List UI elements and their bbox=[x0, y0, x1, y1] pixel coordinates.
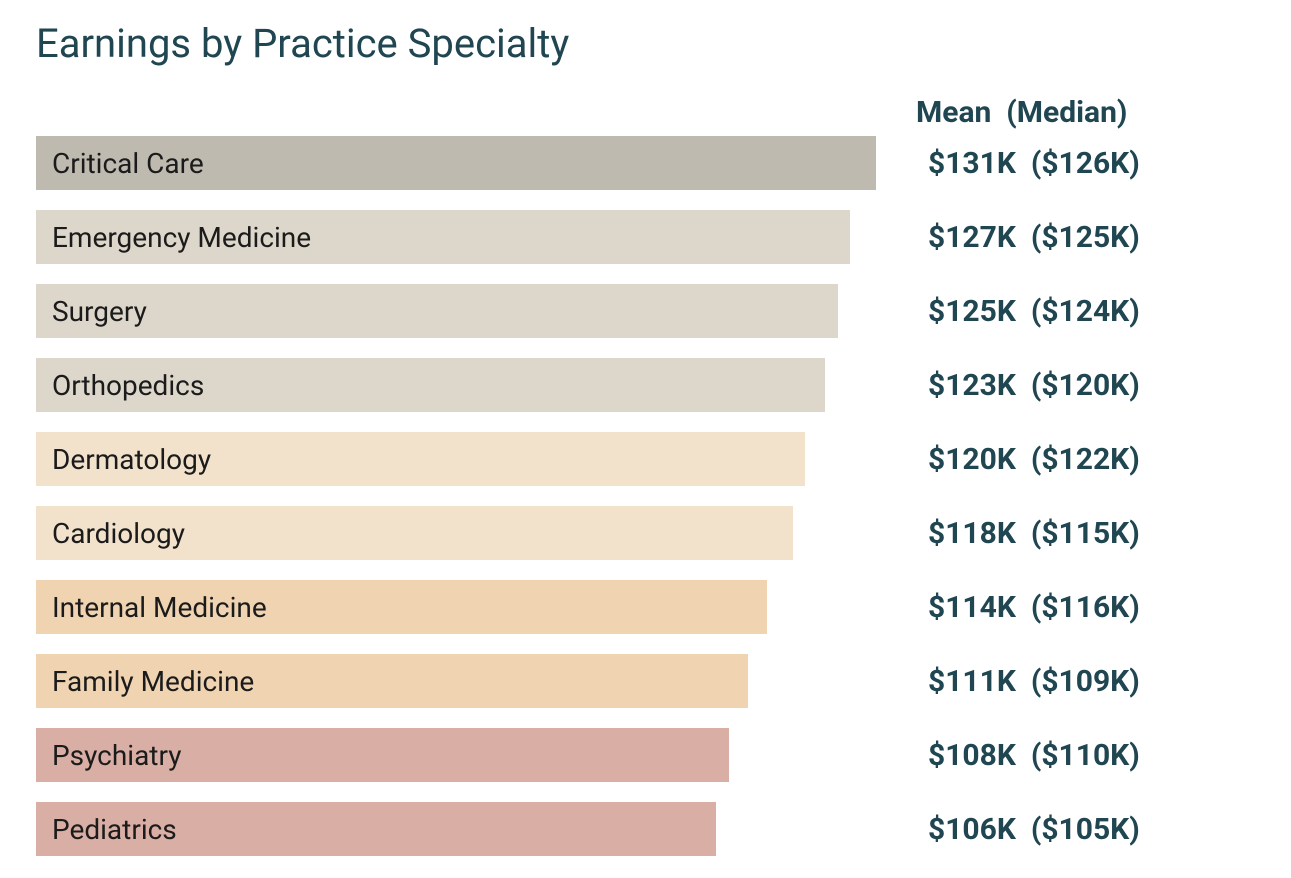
bar-track: Critical Care bbox=[36, 136, 876, 190]
bar-label: Psychiatry bbox=[52, 739, 181, 772]
bar-label: Dermatology bbox=[52, 443, 211, 476]
bar-label: Internal Medicine bbox=[52, 591, 267, 624]
value-gap bbox=[1016, 516, 1031, 551]
value-gap bbox=[1016, 664, 1031, 699]
bar-values: $120K ($122K) bbox=[916, 442, 1140, 477]
bar-values: $108K ($110K) bbox=[916, 738, 1140, 773]
mean-value: $111K bbox=[928, 664, 1016, 699]
bar: Psychiatry bbox=[36, 728, 729, 782]
chart-row: Pediatrics $106K ($105K) bbox=[36, 802, 1255, 856]
header-mean-label: Mean bbox=[916, 95, 991, 130]
bar-track: Psychiatry bbox=[36, 728, 876, 782]
bar-label: Critical Care bbox=[52, 147, 204, 180]
value-gap bbox=[1016, 590, 1031, 625]
value-gap bbox=[1016, 442, 1031, 477]
value-gap bbox=[1016, 146, 1031, 181]
bar-values: $118K ($115K) bbox=[916, 516, 1140, 551]
median-value: ($110K) bbox=[1031, 738, 1140, 773]
mean-value: $120K bbox=[928, 442, 1016, 477]
bar: Surgery bbox=[36, 284, 838, 338]
median-value: ($122K) bbox=[1031, 442, 1140, 477]
mean-value: $114K bbox=[928, 590, 1016, 625]
chart-row: Cardiology $118K ($115K) bbox=[36, 506, 1255, 560]
bar-values: $125K ($124K) bbox=[916, 294, 1140, 329]
bar-values: $127K ($125K) bbox=[916, 220, 1140, 255]
median-value: ($115K) bbox=[1031, 516, 1140, 551]
bar-track: Pediatrics bbox=[36, 802, 876, 856]
bar-track: Dermatology bbox=[36, 432, 876, 486]
bar-label: Surgery bbox=[52, 295, 147, 328]
median-value: ($105K) bbox=[1031, 812, 1140, 847]
bar: Orthopedics bbox=[36, 358, 825, 412]
mean-value: $127K bbox=[928, 220, 1016, 255]
chart-row: Orthopedics $123K ($120K) bbox=[36, 358, 1255, 412]
bar-track: Surgery bbox=[36, 284, 876, 338]
chart-header-row: Mean (Median) bbox=[36, 95, 1255, 130]
bar-track: Internal Medicine bbox=[36, 580, 876, 634]
mean-value: $118K bbox=[928, 516, 1016, 551]
bar-values: $111K ($109K) bbox=[916, 664, 1140, 699]
mean-value: $108K bbox=[928, 738, 1016, 773]
bar-values: $106K ($105K) bbox=[916, 812, 1140, 847]
header-labels: Mean (Median) bbox=[916, 95, 1127, 130]
bar: Cardiology bbox=[36, 506, 793, 560]
chart-row: Family Medicine $111K ($109K) bbox=[36, 654, 1255, 708]
bar: Emergency Medicine bbox=[36, 210, 850, 264]
chart-row: Surgery $125K ($124K) bbox=[36, 284, 1255, 338]
median-value: ($126K) bbox=[1031, 146, 1140, 181]
bar: Internal Medicine bbox=[36, 580, 767, 634]
bar-label: Cardiology bbox=[52, 517, 185, 550]
bar-values: $114K ($116K) bbox=[916, 590, 1140, 625]
bar-label: Emergency Medicine bbox=[52, 221, 311, 254]
value-gap bbox=[1016, 368, 1031, 403]
value-gap bbox=[1016, 812, 1031, 847]
chart-rows: Critical Care $131K ($126K) Emergency Medi… bbox=[36, 136, 1255, 856]
bar-label: Orthopedics bbox=[52, 369, 204, 402]
mean-value: $106K bbox=[928, 812, 1016, 847]
median-value: ($124K) bbox=[1031, 294, 1140, 329]
bar: Dermatology bbox=[36, 432, 805, 486]
bar-track: Orthopedics bbox=[36, 358, 876, 412]
bar: Family Medicine bbox=[36, 654, 748, 708]
value-gap bbox=[1016, 294, 1031, 329]
median-value: ($109K) bbox=[1031, 664, 1140, 699]
chart-row: Dermatology $120K ($122K) bbox=[36, 432, 1255, 486]
bar-label: Family Medicine bbox=[52, 665, 254, 698]
chart-row: Internal Medicine $114K ($116K) bbox=[36, 580, 1255, 634]
mean-value: $125K bbox=[928, 294, 1016, 329]
header-median-label: (Median) bbox=[1006, 95, 1127, 130]
mean-value: $131K bbox=[928, 146, 1016, 181]
bar-label: Pediatrics bbox=[52, 813, 177, 846]
median-value: ($120K) bbox=[1031, 368, 1140, 403]
chart-title: Earnings by Practice Specialty bbox=[36, 20, 1255, 67]
chart-row: Critical Care $131K ($126K) bbox=[36, 136, 1255, 190]
bar: Pediatrics bbox=[36, 802, 716, 856]
median-value: ($125K) bbox=[1031, 220, 1140, 255]
bar: Critical Care bbox=[36, 136, 876, 190]
bar-track: Cardiology bbox=[36, 506, 876, 560]
median-value: ($116K) bbox=[1031, 590, 1140, 625]
bar-values: $131K ($126K) bbox=[916, 146, 1140, 181]
header-gap bbox=[991, 95, 1006, 130]
value-gap bbox=[1016, 738, 1031, 773]
value-gap bbox=[1016, 220, 1031, 255]
chart-row: Psychiatry $108K ($110K) bbox=[36, 728, 1255, 782]
bar-values: $123K ($120K) bbox=[916, 368, 1140, 403]
bar-track: Emergency Medicine bbox=[36, 210, 876, 264]
mean-value: $123K bbox=[928, 368, 1016, 403]
bar-track: Family Medicine bbox=[36, 654, 876, 708]
chart-row: Emergency Medicine $127K ($125K) bbox=[36, 210, 1255, 264]
